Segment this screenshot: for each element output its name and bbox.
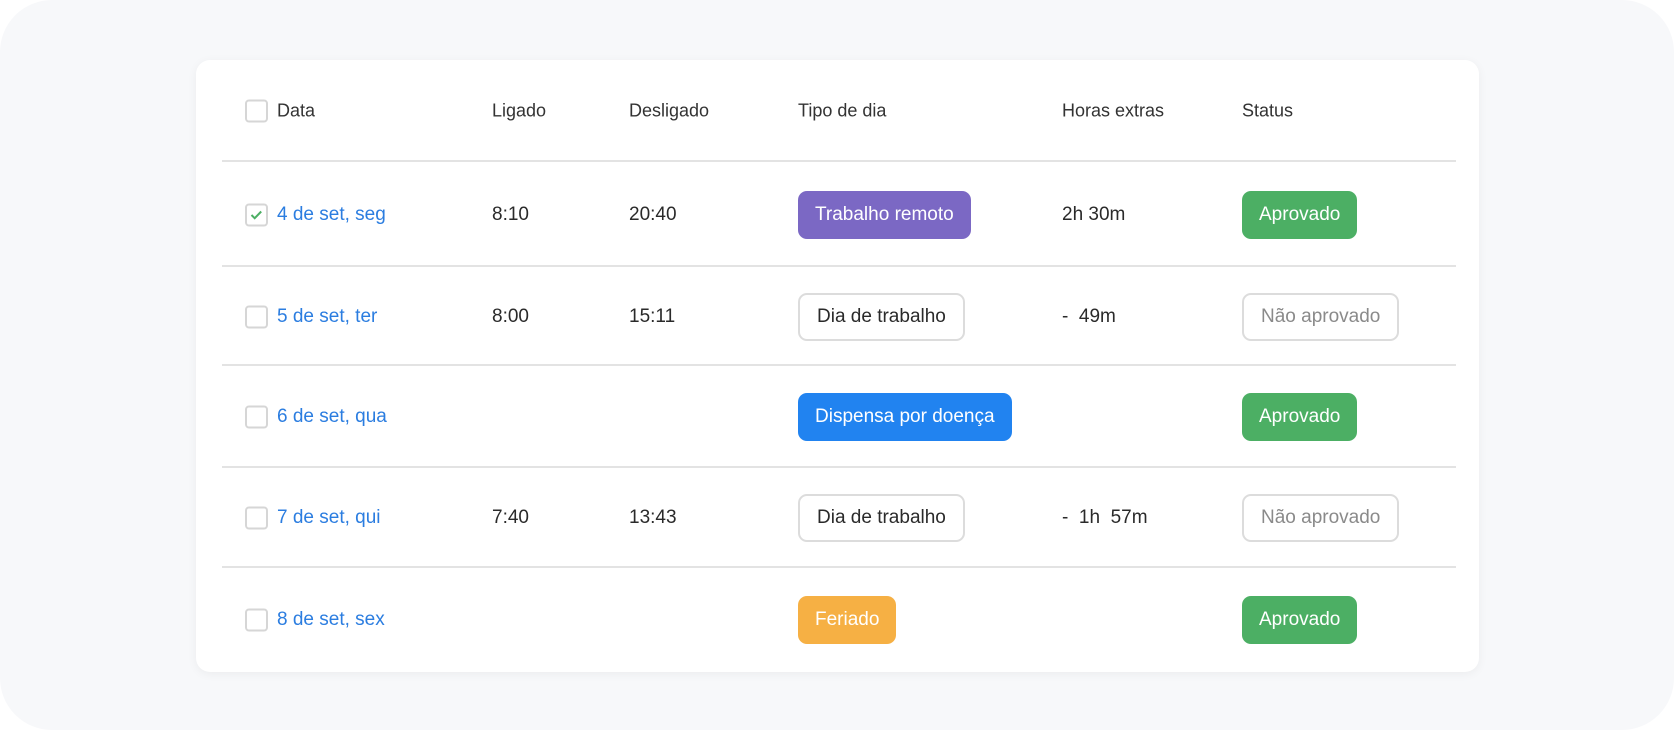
divider <box>222 364 1456 366</box>
select-all-checkbox[interactable] <box>245 99 268 123</box>
date-link[interactable]: 7 de set, qui <box>277 507 381 528</box>
status-cell: Aprovado <box>1242 393 1358 441</box>
status-cell: Não aprovado <box>1242 292 1400 341</box>
clock-off: 20:40 <box>629 203 677 225</box>
clock-off: 15:11 <box>629 305 676 327</box>
header-date: Data <box>277 100 316 121</box>
divider <box>222 265 1456 267</box>
day-type-badge[interactable]: Dispensa por doença <box>798 393 1012 441</box>
check-icon <box>250 210 262 220</box>
row-checkbox[interactable] <box>245 405 268 429</box>
divider <box>222 566 1456 568</box>
date-link[interactable]: 5 de set, ter <box>277 305 378 327</box>
header-status: Status <box>1242 100 1294 121</box>
clock-on: 8:00 <box>492 305 529 327</box>
table-row: 5 de set, ter 8:00 15:11 Dia de trabalho… <box>196 267 1479 366</box>
row-checkbox[interactable] <box>245 305 268 328</box>
status-cell: Aprovado <box>1242 596 1358 644</box>
date-link[interactable]: 8 de set, sex <box>277 609 385 630</box>
day-type-badge[interactable]: Trabalho remoto <box>798 190 971 239</box>
status-badge[interactable]: Não aprovado <box>1242 494 1400 542</box>
day-type-cell: Dia de trabalho <box>798 494 965 542</box>
clock-on: 7:40 <box>492 507 529 528</box>
table-row: 6 de set, qua Dispensa por doença Aprova… <box>196 366 1479 468</box>
clock-on: 8:10 <box>492 203 529 225</box>
day-type-badge[interactable]: Feriado <box>798 596 897 644</box>
day-type-cell: Feriado <box>798 596 897 644</box>
timesheet-table: Data Ligado Desligado Tipo de dia Horas … <box>196 60 1479 672</box>
clock-off: 13:43 <box>629 507 677 528</box>
divider <box>222 466 1456 468</box>
overtime: - 1h 57m <box>1062 507 1148 528</box>
divider <box>222 160 1456 162</box>
day-type-badge[interactable]: Dia de trabalho <box>798 494 965 542</box>
row-checkbox[interactable] <box>245 608 268 632</box>
status-badge[interactable]: Aprovado <box>1242 393 1358 441</box>
header-on: Ligado <box>492 100 547 121</box>
overtime: 2h 30m <box>1062 203 1126 225</box>
row-checkbox[interactable] <box>245 506 268 530</box>
header-day-type: Tipo de dia <box>798 100 887 121</box>
day-type-cell: Trabalho remoto <box>798 190 971 239</box>
date-link[interactable]: 4 de set, seg <box>277 203 386 225</box>
overtime: - 49m <box>1062 305 1116 327</box>
header-off: Desligado <box>629 100 710 121</box>
status-cell: Aprovado <box>1242 190 1358 239</box>
table-row: 7 de set, qui 7:40 13:43 Dia de trabalho… <box>196 468 1479 568</box>
status-cell: Não aprovado <box>1242 494 1400 542</box>
table-header: Data Ligado Desligado Tipo de dia Horas … <box>196 60 1479 162</box>
table-row: 8 de set, sex Feriado Aprovado <box>196 568 1479 672</box>
day-type-cell: Dia de trabalho <box>798 292 965 341</box>
status-badge[interactable]: Aprovado <box>1242 190 1358 239</box>
status-badge[interactable]: Aprovado <box>1242 596 1358 644</box>
date-link[interactable]: 6 de set, qua <box>277 406 387 427</box>
header-overtime: Horas extras <box>1062 100 1165 121</box>
day-type-cell: Dispensa por doença <box>798 393 1012 441</box>
day-type-badge[interactable]: Dia de trabalho <box>798 292 965 341</box>
table-row: 4 de set, seg 8:10 20:40 Trabalho remoto… <box>196 162 1479 267</box>
status-badge[interactable]: Não aprovado <box>1242 292 1400 341</box>
row-checkbox[interactable] <box>245 203 268 226</box>
